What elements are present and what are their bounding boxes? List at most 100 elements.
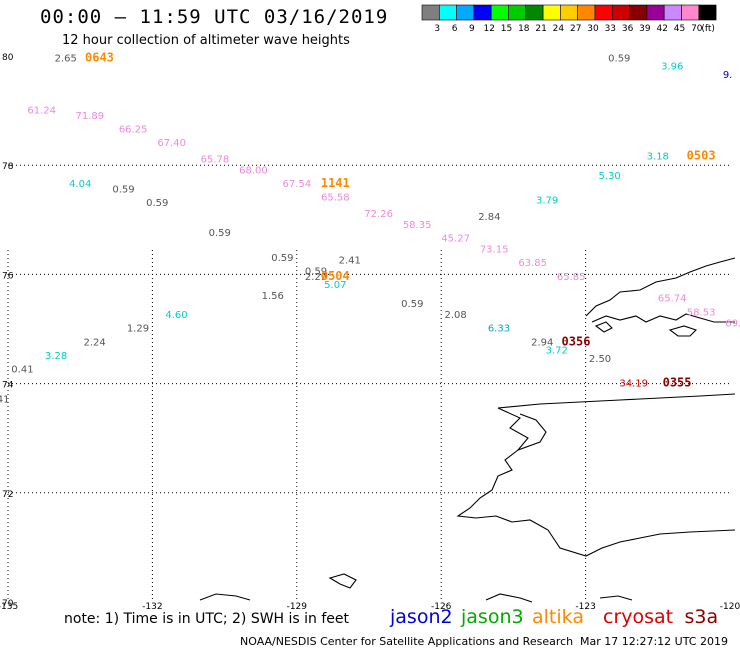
lon-tick-label: -126: [431, 602, 452, 612]
color-scale-swatch: [681, 4, 700, 21]
wave-height-label: 0.41: [11, 365, 33, 376]
color-scale-swatch: [508, 4, 527, 21]
pass-time-label: 0355: [663, 375, 692, 389]
color-scale-tick-label: 21: [535, 24, 546, 34]
color-scale-swatch: [663, 4, 682, 21]
map-subtitle: 12 hour collection of altimeter wave hei…: [62, 33, 350, 48]
pass-time-label: 0356: [562, 334, 591, 348]
wave-height-label: 4.04: [69, 179, 91, 190]
wave-height-label: 0.59: [146, 198, 168, 209]
wave-height-label: 0.59: [112, 185, 134, 196]
wave-height-label: 4.60: [165, 310, 187, 321]
coastline-segment: [497, 407, 547, 452]
pass-time-label: 0503: [687, 149, 716, 163]
wave-height-label: 1.56: [262, 291, 284, 302]
color-scale-unit: (ft): [701, 24, 715, 34]
wave-height-label: 2.24: [84, 337, 106, 348]
color-scale-tick-label: 27: [570, 24, 581, 34]
lat-lon-grid: [7, 164, 730, 602]
wave-height-label: 0.59: [271, 253, 293, 264]
wave-height-label: 61.24: [27, 105, 56, 116]
satellite-legend-jason3: jason3: [461, 606, 524, 628]
coastline-segment: [585, 257, 736, 317]
color-scale-swatch: [646, 4, 665, 21]
wave-height-label: 2.08: [445, 310, 467, 321]
color-scale-tick-label: 18: [518, 24, 530, 34]
wave-height-label: 3.18: [647, 152, 669, 163]
pass-time-label: 0504: [321, 269, 350, 283]
coastline-segment: [497, 393, 736, 409]
footnote: note: 1) Time is in UTC; 2) SWH is in fe…: [64, 611, 350, 627]
color-scale-swatch: [438, 4, 457, 21]
color-scale: 3 6 9 12 15 18 21 24 27 30 33 36 39 42 45 70(ft): [421, 4, 717, 34]
pass-time-label: 0643: [85, 50, 114, 64]
wave-height-label: 3.72: [546, 346, 568, 357]
color-scale-tick-label: 42: [656, 24, 667, 34]
color-scale-swatch: [525, 4, 544, 21]
color-scale-swatch: [421, 4, 440, 21]
wave-height-label: 65.58: [321, 193, 350, 204]
wave-height-label: 34.19: [619, 378, 648, 389]
color-scale-tick-label: 15: [501, 24, 512, 34]
map-title: 00:00 – 11:59 UTC 03/16/2019: [40, 6, 389, 28]
lon-tick-label: -132: [142, 602, 162, 612]
color-scale-swatch: [456, 4, 475, 21]
lat-tick-label: 80: [2, 53, 14, 63]
wave-height-label: 2.29: [305, 272, 327, 283]
coastline-segment: [199, 573, 357, 601]
wave-height-label: 66.25: [119, 124, 148, 135]
wave-height-label: 6.33: [488, 324, 510, 335]
wave-height-label: 0.41: [0, 395, 10, 406]
wave-height-label: 9.: [723, 70, 733, 81]
coastline: [199, 257, 736, 603]
wave-height-label: 45.27: [441, 234, 470, 245]
color-scale-tick-label: 6: [452, 24, 458, 34]
lat-tick-label: 76: [2, 271, 14, 281]
color-scale-tick-label: 70: [691, 24, 703, 34]
color-scale-swatch: [698, 4, 717, 21]
color-scale-tick-label: 36: [622, 24, 634, 34]
lat-tick-label: 72: [2, 490, 13, 500]
satellite-legend-altika: altika: [532, 606, 584, 628]
wave-height-label: 0.59: [209, 228, 231, 239]
wave-height-label: 58.53: [687, 307, 716, 318]
generated-timestamp: Mar 17 12:27:12 UTC 2019: [580, 635, 728, 648]
wave-height-label: 2.65: [55, 53, 77, 64]
satellite-legend-jason2: jason2: [390, 606, 453, 628]
color-scale-tick-label: 33: [605, 24, 616, 34]
lon-tick-label: -135: [0, 602, 18, 612]
wave-height-label: 3.79: [536, 195, 558, 206]
wave-height-label: 69.69: [725, 318, 740, 329]
color-scale-tick-label: 45: [674, 24, 685, 34]
coastline-segment: [594, 321, 613, 333]
color-scale-tick-label: 12: [483, 24, 494, 34]
wave-height-observations: 2.65 0643 0.59 3.96 9. 61.24 71.89 66.25 67.40 65…: [0, 50, 740, 405]
coastline-segment: [485, 593, 633, 603]
wave-height-label: 0.59: [401, 299, 423, 310]
wave-height-label: 0.59: [608, 53, 630, 64]
wave-height-label: 67.54: [282, 179, 311, 190]
color-scale-swatch: [611, 4, 630, 21]
wave-height-label: 65.74: [658, 294, 687, 305]
wave-height-label: 2.94: [531, 337, 553, 348]
lon-tick-label: -129: [287, 602, 308, 612]
wave-height-label: 3.28: [45, 351, 67, 362]
coastline-segment: [668, 325, 698, 337]
wave-height-label: 1.29: [127, 324, 149, 335]
wave-height-label: 65.78: [201, 154, 230, 165]
color-scale-swatch: [629, 4, 648, 21]
wave-height-label: 5.30: [599, 171, 621, 182]
wave-height-label: 65.85: [557, 272, 586, 283]
color-scale-swatch: [542, 4, 561, 21]
pass-time-label: 1141: [321, 176, 350, 190]
wave-height-label: 0.59: [305, 266, 327, 277]
color-scale-swatch: [473, 4, 492, 21]
wave-height-label: 63.85: [518, 258, 547, 269]
wave-height-label: 5.07: [324, 280, 346, 291]
wave-height-label: 67.40: [157, 138, 186, 149]
wave-height-label: 3.96: [661, 62, 683, 73]
color-scale-swatch: [560, 4, 579, 21]
wave-height-label: 2.41: [339, 255, 361, 266]
